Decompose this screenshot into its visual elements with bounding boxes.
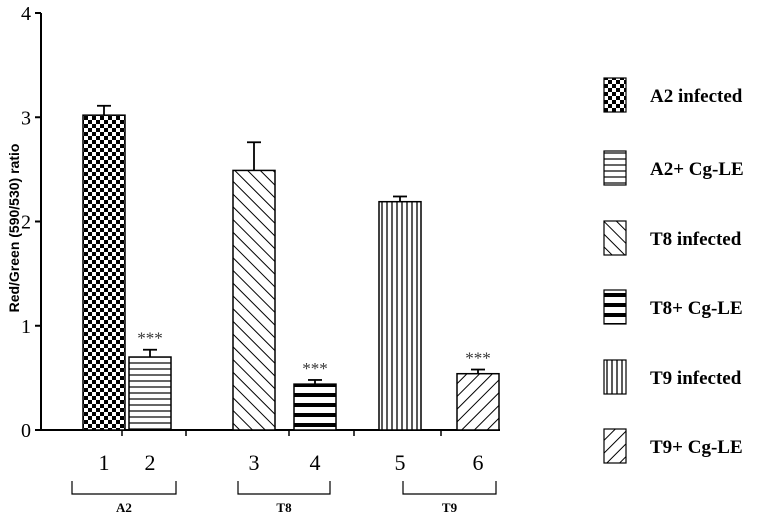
bar (232, 169, 276, 431)
legend-swatch (603, 359, 627, 395)
y-axis: 0 1 2 3 4 (21, 3, 42, 442)
legend: A2 infected A2+ Cg-LE T8 infected T8+ Cg-LE… (603, 77, 744, 464)
x-axis: 1 2 3 4 5 6 (41, 429, 500, 475)
group-label: T9 (442, 500, 458, 515)
legend-label: T8+ Cg-LE (650, 298, 743, 319)
legend-swatch (603, 150, 627, 186)
x-tick-label: 6 (473, 450, 484, 475)
bar (82, 114, 126, 431)
group-bracket (402, 481, 497, 495)
legend-swatch (603, 289, 627, 325)
y-axis-label: Red/Green (590/530) ratio (6, 144, 22, 313)
y-tick-label: 3 (21, 107, 31, 129)
y-tick-label: 4 (21, 3, 31, 25)
y-tick-label: 0 (21, 420, 31, 442)
group-bracket (237, 481, 331, 495)
legend-label: A2+ Cg-LE (650, 159, 744, 180)
legend-swatch (603, 77, 627, 113)
x-tick-label: 4 (310, 450, 321, 475)
x-tick-label: 1 (99, 450, 110, 475)
legend-label: A2 infected (650, 86, 743, 107)
x-tick-label: 3 (249, 450, 260, 475)
group-label: T8 (276, 500, 292, 515)
legend-swatch (603, 428, 627, 464)
group-brackets: A2 T8 T9 (71, 481, 497, 515)
bar (456, 372, 500, 431)
group-label: A2 (116, 500, 132, 515)
y-tick-label: 2 (21, 212, 31, 234)
legend-swatch (603, 220, 627, 256)
bars-layer: *** *** *** (82, 104, 500, 431)
group-bracket (71, 481, 177, 495)
bar (293, 383, 337, 431)
significance-label: *** (465, 349, 491, 368)
bar (128, 356, 172, 431)
significance-label: *** (137, 329, 163, 348)
x-tick-label: 2 (145, 450, 156, 475)
x-tick-label: 5 (395, 450, 406, 475)
significance-label: *** (302, 359, 328, 378)
legend-label: T8 infected (650, 229, 742, 250)
legend-label: T9+ Cg-LE (650, 437, 743, 458)
y-tick-label: 1 (21, 316, 31, 338)
legend-label: T9 infected (650, 368, 742, 389)
bar (378, 200, 422, 431)
